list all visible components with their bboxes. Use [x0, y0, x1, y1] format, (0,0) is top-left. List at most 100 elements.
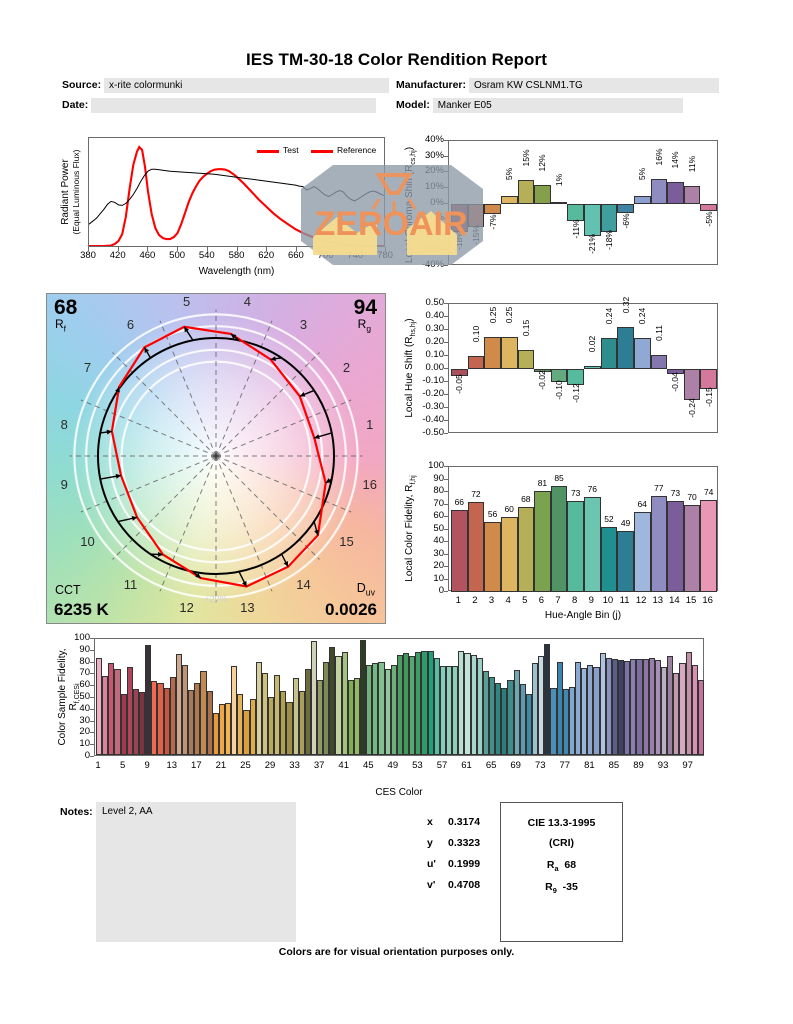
ces-bar: [249, 699, 256, 755]
ces-bar: [114, 669, 121, 755]
ces-bar: [206, 691, 213, 755]
bar: [517, 507, 535, 592]
ces-bar: [304, 669, 311, 755]
ces-color-sample-fidelity-chart: [94, 638, 704, 756]
y-tickmark: [444, 491, 448, 492]
ces-bar: [439, 665, 447, 755]
y-tickmark: [444, 553, 448, 555]
ces-bar: [581, 668, 588, 755]
bar-value-label: 66: [454, 496, 465, 507]
y-tickmark: [444, 466, 448, 467]
y-tickmark: [444, 407, 448, 408]
bar-value-label: 73: [570, 487, 581, 498]
ces-bar: [163, 687, 170, 755]
ces-bar: [685, 651, 692, 755]
cvg-arrowhead: [157, 551, 163, 557]
ces-xtick: 29: [264, 760, 276, 771]
ces-bar: [501, 687, 508, 755]
bar-slot: -18%: [451, 141, 468, 266]
ces-ytickmark: [90, 638, 94, 639]
local-fidelity-plot-area: 66 72 56 60 68 81 85 73 76 52 49 64 77 73 70 74: [448, 466, 718, 592]
ces-bar: [611, 658, 618, 755]
bar-slot: -15%: [467, 141, 485, 266]
bar-value-label: -21%: [587, 234, 598, 255]
bar-value-label: 70: [687, 491, 697, 502]
bar: [467, 356, 485, 369]
bar-slot: 52: [600, 467, 618, 592]
bar: [550, 201, 568, 204]
spd-tickmark: [88, 247, 89, 251]
cvg-spoke: [215, 455, 320, 560]
ces-xtick: 1: [95, 760, 101, 771]
bar: [534, 369, 551, 372]
ces-bar: [642, 658, 649, 755]
cie-value-1: 0.3323: [448, 837, 481, 849]
y-tick: 0.00: [425, 362, 445, 373]
bar-value-label: -18%: [603, 229, 614, 250]
rf-value: 68: [54, 296, 78, 319]
ces-bar: [126, 666, 133, 755]
cvg-arrowhead: [115, 386, 120, 393]
bar: [534, 184, 551, 204]
lf-xtick: 2: [472, 595, 478, 606]
bar: [484, 522, 501, 592]
cvg-reference-circle: [97, 337, 335, 575]
bar: [633, 512, 651, 592]
cvg-spoke: [159, 455, 217, 592]
y-tickmark: [444, 171, 448, 173]
bar-value-label: -6%: [620, 213, 631, 229]
y-tickmark: [444, 420, 448, 421]
meta-manufacturer-value[interactable]: Osram KW CSLNM1.TG: [468, 78, 719, 93]
bar-value-label: 12%: [537, 154, 548, 172]
bar-slot: 5%: [633, 141, 651, 266]
bar-slot: -0.04: [667, 304, 684, 434]
bar: [700, 203, 717, 212]
ces-ytickmark: [90, 708, 94, 710]
bar: [633, 337, 651, 369]
y-tick: 0.20: [425, 336, 445, 347]
y-tick: -0.20: [422, 388, 444, 399]
rg-value: 94: [353, 296, 377, 319]
y-tickmark: [444, 394, 448, 395]
ces-xtick: 89: [633, 760, 644, 771]
y-tickmark: [444, 591, 448, 592]
y-tickmark: [444, 433, 448, 434]
bar-slot: 14%: [667, 141, 684, 266]
ces-ytick: 90: [79, 643, 90, 655]
ces-xtick: 93: [657, 760, 669, 771]
y-tickmark: [444, 303, 448, 304]
bar-slot: 11%: [683, 141, 701, 266]
ces-ytickmark: [90, 732, 94, 734]
y-tickmark: [444, 233, 448, 235]
bar-value-label: 0.25: [487, 306, 498, 323]
bar-slot: 73: [667, 467, 684, 592]
bar-slot: -0.15: [700, 304, 717, 434]
y-tick: 30%: [424, 149, 444, 161]
meta-date-value[interactable]: [91, 98, 377, 113]
ces-bar: [224, 702, 232, 755]
ces-bar: [120, 693, 127, 755]
meta-model-label: Model:: [396, 99, 430, 112]
bar-slot: -0.10: [550, 304, 568, 434]
bar-value-label: 5%: [637, 167, 648, 180]
notes-field[interactable]: Level 2, AA: [96, 802, 296, 942]
ces-bar: [679, 663, 686, 755]
bar-slot: 16%: [650, 141, 668, 266]
ces-bar: [169, 677, 176, 755]
y-tick: 20%: [424, 165, 444, 177]
y-tickmark: [444, 202, 448, 204]
cri-ra-row: Ra 68: [546, 859, 577, 874]
meta-source-value[interactable]: x-rite colormunki: [104, 78, 390, 93]
ces-bar: [574, 662, 582, 755]
meta-model-value[interactable]: Manker E05: [432, 98, 683, 113]
bar: [534, 490, 551, 592]
ces-bar: [231, 665, 238, 755]
ces-bar: [617, 659, 625, 755]
cvg-bin-5: 5: [182, 294, 191, 310]
ces-xtick: 5: [119, 760, 126, 771]
bar-value-label: 0.25: [504, 306, 515, 323]
ces-xtick: 13: [166, 760, 178, 771]
cvg-spoke: [215, 455, 273, 592]
bar: [650, 178, 668, 204]
y-tickmark: [444, 541, 448, 542]
